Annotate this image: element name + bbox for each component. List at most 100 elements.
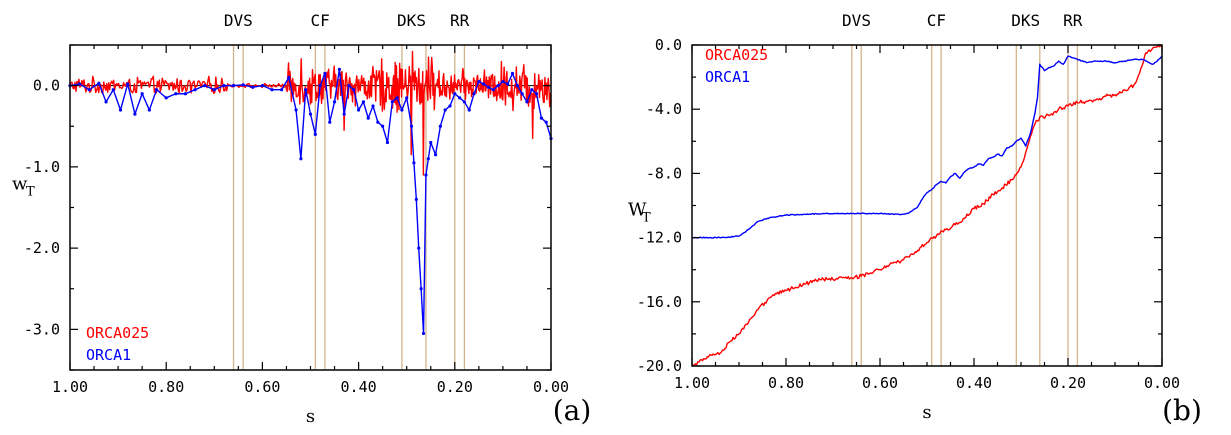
panel-a-region-label: RR: [450, 11, 470, 30]
panel-b: 1.00 0.80 0.60 0.40 0.20 0.00 0.0 -4.0 -8.0 -12.0…: [628, 11, 1202, 427]
panel-a-region-label: DKS: [397, 11, 426, 30]
panel-a-point-orca1: [414, 197, 418, 201]
panel-b-y-tick-label: 0.0: [655, 36, 682, 54]
panel-b-tag: (b): [1162, 394, 1202, 427]
panel-a-point-orca1: [501, 79, 505, 84]
panel-b-legend-orca025: ORCA025: [705, 46, 768, 64]
panel-a-point-orca1: [390, 100, 394, 104]
panel-a-point-orca1: [385, 140, 390, 145]
panel-a-point-orca1: [421, 331, 426, 336]
panel-a-point-orca1: [400, 108, 404, 112]
panel-a-point-orca1: [419, 287, 423, 291]
panel-a-legend-orca1: ORCA1: [86, 346, 131, 364]
panel-a-point-orca1: [241, 83, 245, 87]
panel-b-y-tick-label: -16.0: [637, 293, 682, 311]
panel-b-legend-orca1: ORCA1: [705, 68, 750, 86]
panel-a-point-orca1: [412, 161, 416, 165]
panel-a-series-orca1: [69, 68, 552, 335]
panel-a-point-orca1: [482, 82, 486, 86]
panel-a-point-orca1: [87, 88, 91, 92]
panel-a-point-orca1: [515, 84, 519, 88]
panel-a-point-orca1: [154, 88, 159, 92]
panel-a-point-orca1: [299, 157, 303, 161]
panel-a-point-orca1: [104, 100, 108, 104]
panel-a-point-orca1: [361, 100, 366, 104]
panel-a-y-tick-label: 0.0: [33, 77, 60, 95]
panel-b-y-tick-label: -20.0: [637, 357, 682, 375]
panel-b-x-tick-label: 0.40: [956, 374, 992, 392]
panel-a-point-orca1: [174, 92, 178, 96]
panel-a-point-orca1: [140, 92, 144, 96]
panel-a-point-orca1: [164, 96, 168, 100]
panel-a-point-orca1: [438, 124, 442, 128]
panel-a-point-orca1: [433, 153, 438, 157]
panel-a: 1.00 0.80 0.60 0.40 0.20 0.00 0.0 -1.0 -2.0 -3.0 D…: [12, 11, 591, 427]
panel-a-point-orca1: [126, 82, 130, 86]
panel-b-y-tick-label: -4.0: [646, 100, 682, 118]
panel-b-x-tick-label: 0.00: [1144, 374, 1180, 392]
panel-b-y-axis-label-sub: T: [642, 211, 651, 226]
panel-a-point-orca1: [78, 82, 82, 86]
panel-b-frame: [691, 44, 1163, 367]
panel-a-point-orca1: [426, 157, 430, 161]
panel-a-y-tick-label: -2.0: [24, 239, 60, 257]
panel-b-region-label: DKS: [1011, 11, 1040, 30]
panel-a-point-orca1: [539, 116, 543, 120]
panel-a-point-orca1: [458, 96, 462, 100]
panel-a-y-axis-label-sub: T: [26, 185, 35, 200]
panel-a-point-orca1: [486, 85, 491, 89]
panel-a-point-orca1: [462, 100, 467, 104]
panel-b-x-tick-label: 0.20: [1050, 374, 1086, 392]
panel-a-point-orca1: [231, 84, 236, 88]
panel-a-x-tick-label: 1.00: [52, 378, 88, 396]
panel-a-point-orca1: [133, 112, 137, 116]
panel-a-series-orca025: [69, 50, 552, 176]
panel-a-tag: (a): [553, 394, 592, 427]
panel-a-x-tick-label: 0.60: [244, 378, 280, 396]
panel-a-point-orca1: [118, 108, 123, 112]
panel-b-y-tick-label: -12.0: [637, 229, 682, 247]
panel-a-y-tick-label: -1.0: [24, 158, 60, 176]
panel-b-region-label: RR: [1063, 11, 1083, 30]
panel-a-point-orca1: [429, 140, 433, 145]
panel-b-x-axis-label: s: [922, 402, 931, 423]
panel-a-point-orca1: [352, 88, 356, 92]
panel-a-point-orca1: [97, 81, 101, 85]
panel-a-point-orca1: [287, 75, 291, 80]
panel-a-x-tick-label: 0.00: [533, 378, 569, 396]
panel-a-point-orca1: [332, 100, 337, 104]
panel-a-point-orca1: [491, 88, 495, 92]
panel-a-point-orca1: [376, 120, 380, 124]
panel-b-x-tick-label: 1.00: [674, 374, 710, 392]
panel-a-point-orca1: [308, 112, 313, 116]
panel-b-y-tick-label: -8.0: [646, 164, 682, 182]
panel-a-point-orca1: [520, 92, 524, 96]
panel-a-point-orca1: [203, 84, 207, 88]
panel-a-point-orca1: [448, 104, 452, 108]
panel-b-region-label: CF: [927, 11, 946, 30]
panel-a-point-orca1: [260, 84, 264, 88]
panel-a-point-orca1: [534, 92, 539, 96]
panel-a-point-orca1: [212, 88, 216, 92]
panel-a-point-orca1: [381, 124, 385, 128]
panel-a-point-orca1: [111, 88, 115, 92]
panel-a-point-orca1: [270, 88, 274, 92]
panel-a-x-tick-label: 0.40: [341, 378, 377, 396]
panel-b-x-tick-label: 0.80: [768, 374, 804, 392]
panel-b-series-orca025: [691, 44, 1163, 367]
panel-a-point-orca1: [280, 88, 284, 92]
panel-a-point-orca1: [472, 92, 476, 96]
panel-a-point-orca1: [395, 96, 399, 100]
panel-a-point-orca1: [467, 108, 471, 112]
panel-a-y-axis-label: w: [12, 174, 28, 195]
panel-a-point-orca1: [304, 88, 308, 92]
panel-b-series-orca1: [691, 55, 1163, 239]
panel-a-y-tick-label: -3.0: [24, 320, 60, 338]
panel-b-region-label: DVS: [842, 11, 871, 30]
panel-a-legend-orca025: ORCA025: [86, 324, 149, 342]
panel-a-point-orca1: [443, 108, 447, 112]
panel-a-point-orca1: [193, 88, 197, 92]
panel-a-point-orca1: [544, 120, 548, 124]
panel-a-point-orca1: [409, 124, 414, 128]
